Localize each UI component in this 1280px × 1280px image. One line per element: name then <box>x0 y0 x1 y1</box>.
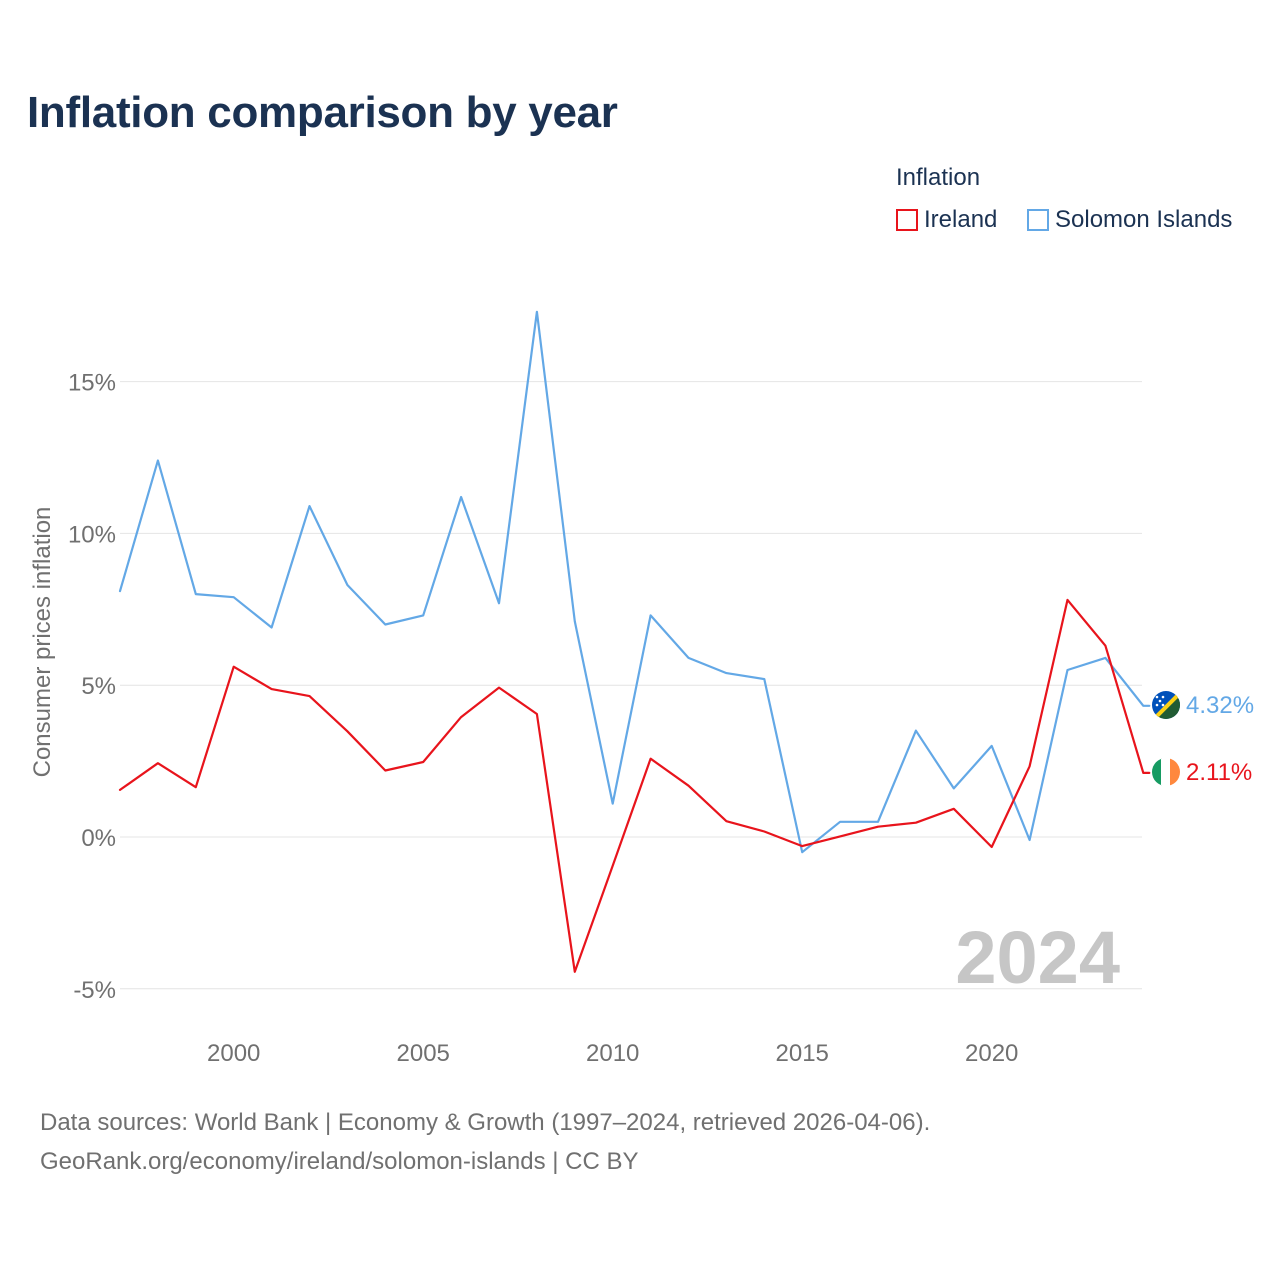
data-point[interactable] <box>191 782 201 792</box>
series-line-ireland[interactable] <box>118 598 1151 973</box>
legend-swatch-ireland <box>896 209 918 231</box>
legend-swatch-solomon-islands <box>1027 209 1049 231</box>
data-point[interactable] <box>456 712 466 722</box>
legend-title: Inflation <box>896 164 981 191</box>
end-value-label-solomon-islands: 4.32% <box>1186 692 1254 719</box>
data-point[interactable] <box>570 967 580 977</box>
data-point[interactable] <box>380 766 390 776</box>
data-point[interactable] <box>759 674 769 684</box>
data-point[interactable] <box>646 754 656 764</box>
data-point[interactable] <box>229 662 239 672</box>
series-line-solomon-islands[interactable] <box>118 310 1151 854</box>
data-point[interactable] <box>1138 768 1148 778</box>
ireland-flag-icon <box>1152 758 1180 786</box>
data-point[interactable] <box>721 668 731 678</box>
data-point[interactable] <box>1025 835 1035 845</box>
data-point[interactable] <box>911 726 921 736</box>
data-point[interactable] <box>797 841 807 851</box>
data-point[interactable] <box>229 592 239 602</box>
data-point[interactable] <box>721 816 731 826</box>
x-tick-label: 2015 <box>776 1040 829 1067</box>
data-point[interactable] <box>456 492 466 502</box>
line-chart: 15% 10% 5% 0% -5% 2000 2005 2010 2015 2020 2024 C… <box>29 307 1254 1067</box>
data-point[interactable] <box>949 804 959 814</box>
source-text: Data sources: World Bank | Economy & Gro… <box>40 1109 931 1136</box>
data-point[interactable] <box>835 817 845 827</box>
data-point[interactable] <box>342 580 352 590</box>
data-point[interactable] <box>267 684 277 694</box>
data-point[interactable] <box>191 589 201 599</box>
data-point[interactable] <box>532 709 542 719</box>
data-point[interactable] <box>305 501 315 511</box>
chart-title: Inflation comparison by year <box>27 88 618 137</box>
legend-label-ireland: Ireland <box>924 206 998 233</box>
data-point[interactable] <box>608 861 618 871</box>
data-point[interactable] <box>418 610 428 620</box>
data-point[interactable] <box>684 781 694 791</box>
legend-label-solomon-islands: Solomon Islands <box>1055 206 1233 233</box>
data-point[interactable] <box>115 586 125 596</box>
x-tick-label: 2010 <box>586 1040 639 1067</box>
legend-item-ireland[interactable]: Ireland <box>896 206 997 234</box>
data-point[interactable] <box>1100 641 1110 651</box>
y-tick-label: 15% <box>68 370 116 397</box>
data-point[interactable] <box>1138 701 1148 711</box>
data-point[interactable] <box>494 598 504 608</box>
y-tick-label: -5% <box>73 977 116 1004</box>
data-point[interactable] <box>380 619 390 629</box>
y-tick-label: 5% <box>81 673 116 700</box>
source-link[interactable]: GeoRank.org/economy/ireland/solomon-isla… <box>40 1148 639 1175</box>
legend-item-solomon-islands[interactable]: Solomon Islands <box>1027 206 1232 234</box>
data-point[interactable] <box>342 726 352 736</box>
end-value-label-ireland: 2.11% <box>1186 759 1252 786</box>
data-point[interactable] <box>646 610 656 620</box>
data-point[interactable] <box>305 691 315 701</box>
data-point[interactable] <box>608 799 618 809</box>
data-point[interactable] <box>532 307 542 317</box>
x-tick-label: 2005 <box>397 1040 450 1067</box>
data-point[interactable] <box>570 616 580 626</box>
data-point[interactable] <box>153 758 163 768</box>
x-tick-label: 2020 <box>965 1040 1018 1067</box>
data-point[interactable] <box>987 842 997 852</box>
y-axis-title: Consumer prices inflation <box>29 507 56 778</box>
data-point[interactable] <box>835 831 845 841</box>
data-point[interactable] <box>115 785 125 795</box>
data-point[interactable] <box>1063 665 1073 675</box>
data-point[interactable] <box>267 623 277 633</box>
y-tick-label: 0% <box>81 825 116 852</box>
data-point[interactable] <box>1063 595 1073 605</box>
data-point[interactable] <box>987 741 997 751</box>
year-watermark: 2024 <box>955 916 1120 999</box>
data-point[interactable] <box>494 683 504 693</box>
data-point[interactable] <box>949 783 959 793</box>
data-point[interactable] <box>873 822 883 832</box>
data-point[interactable] <box>759 827 769 837</box>
y-tick-label: 10% <box>68 521 116 548</box>
data-point[interactable] <box>911 818 921 828</box>
solomon-islands-flag-icon <box>1152 691 1180 719</box>
data-point[interactable] <box>418 757 428 767</box>
data-point[interactable] <box>153 456 163 466</box>
x-tick-label: 2000 <box>207 1040 260 1067</box>
data-point[interactable] <box>684 653 694 663</box>
data-point[interactable] <box>1025 761 1035 771</box>
